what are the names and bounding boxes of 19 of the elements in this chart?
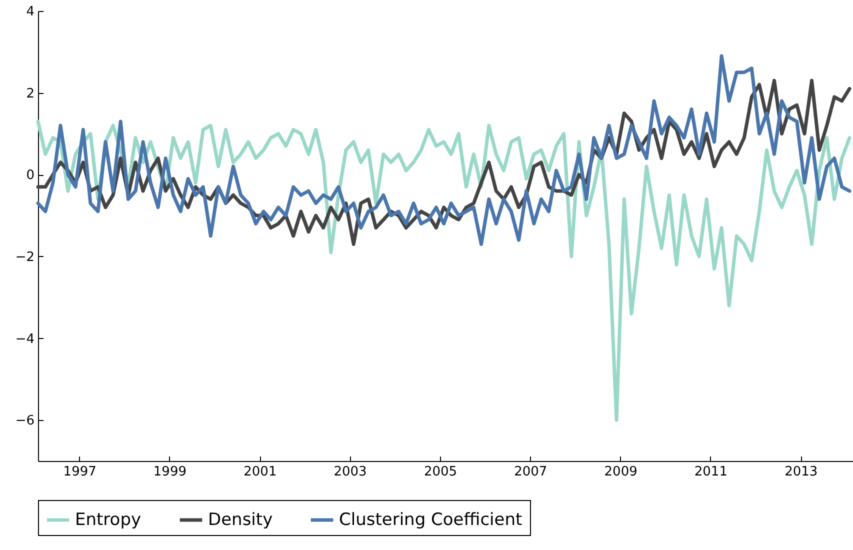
x-tick-label: 1999 <box>153 464 186 480</box>
x-tick-label: 2011 <box>694 464 728 480</box>
legend-label: Clustering Coefficient <box>339 510 522 530</box>
x-tick-label: 2003 <box>334 464 367 480</box>
legend-label: Density <box>208 510 273 530</box>
x-tick-label: 2013 <box>784 464 818 480</box>
legend-label: Entropy <box>75 510 142 530</box>
x-tick-label: 1997 <box>63 464 96 480</box>
y-tick-label: 4 <box>26 4 34 20</box>
x-tick-label: 2007 <box>514 464 548 480</box>
line-series <box>36 120 852 422</box>
y-tick-label: 0 <box>26 168 34 184</box>
x-tick-label: 2005 <box>424 464 458 480</box>
y-tick-label: −2 <box>15 250 34 265</box>
y-tick-label: 2 <box>26 86 34 102</box>
x-tick-label: 2009 <box>604 464 638 480</box>
x-tick-label: 2001 <box>244 464 277 480</box>
y-tick-label: −4 <box>15 332 34 347</box>
y-tick-label: −6 <box>15 414 34 429</box>
